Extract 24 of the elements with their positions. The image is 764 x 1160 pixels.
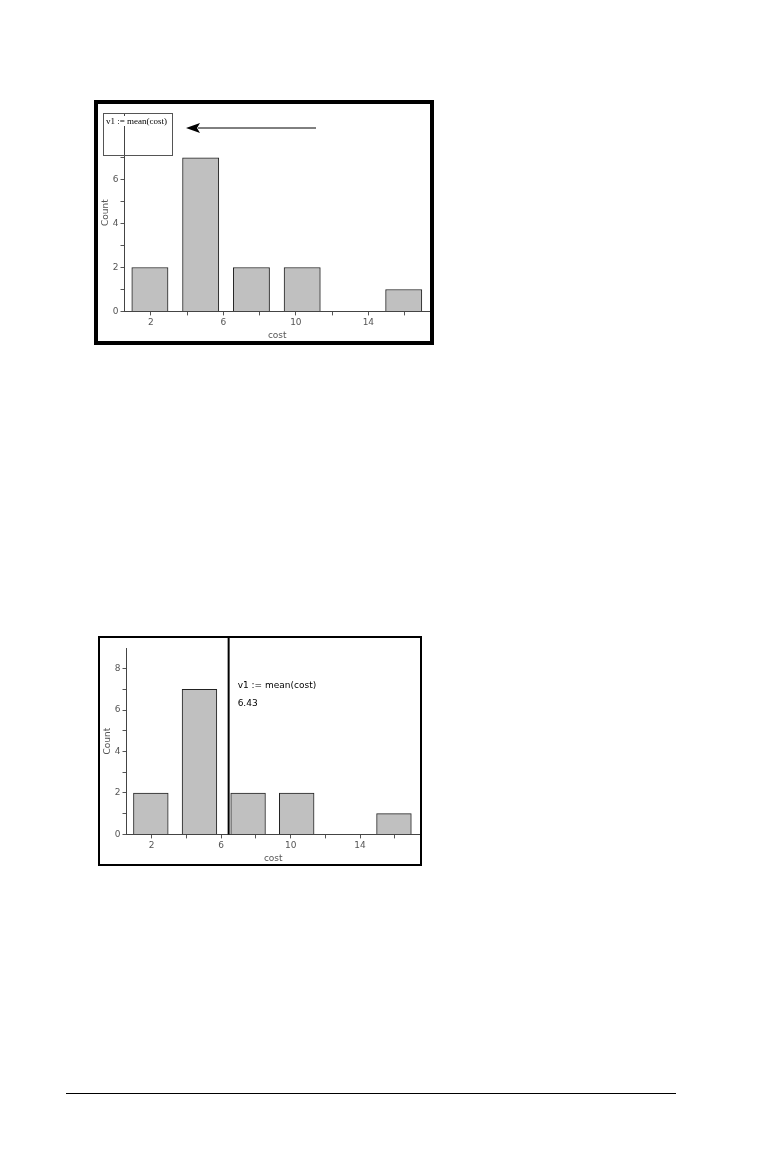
x-tick-label: 2 bbox=[148, 840, 155, 851]
annotation: v1 := mean(cost) bbox=[106, 116, 168, 126]
x-tick-label: 6 bbox=[220, 317, 227, 328]
x-tick-label: 10 bbox=[290, 317, 302, 328]
x-tick-label: 14 bbox=[362, 317, 375, 328]
y-axis-title: Count bbox=[101, 727, 112, 755]
x-tick-label: 2 bbox=[147, 317, 154, 328]
x-tick-label: 10 bbox=[284, 840, 297, 851]
y-tick-label: 2 bbox=[112, 261, 119, 272]
x-axis-title: cost bbox=[263, 852, 284, 863]
y-tick-label: 6 bbox=[114, 704, 121, 715]
y-tick-label: 2 bbox=[114, 787, 121, 798]
x-tick-label: 6 bbox=[218, 840, 225, 851]
x-tick-label: 14 bbox=[354, 840, 367, 851]
annotation: 6.43 bbox=[237, 698, 258, 709]
y-tick-label: 8 bbox=[114, 663, 121, 674]
x-axis-title: cost bbox=[267, 329, 288, 340]
y-tick-label: 0 bbox=[114, 828, 121, 839]
y-axis-title: Count bbox=[99, 198, 110, 227]
y-tick-label: 4 bbox=[114, 745, 121, 756]
ref-line-label: v1 := mean(cost) bbox=[237, 680, 317, 691]
y-tick-label: 0 bbox=[112, 305, 119, 316]
y-tick-label: 4 bbox=[112, 218, 119, 229]
y-tick-label: 6 bbox=[112, 174, 119, 185]
